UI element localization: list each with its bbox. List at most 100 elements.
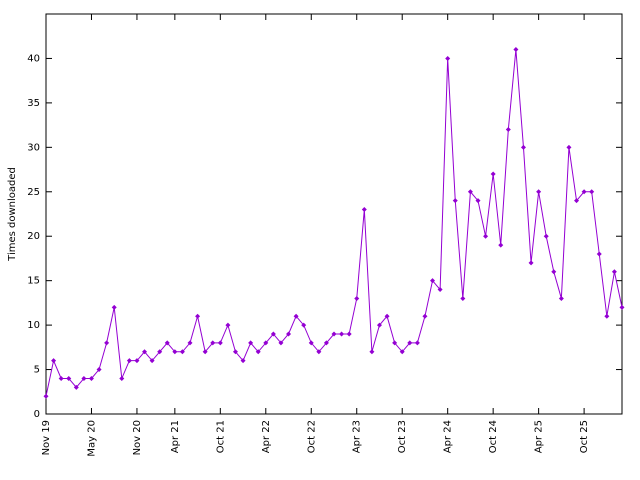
data-point: [316, 349, 322, 355]
data-point: [164, 340, 170, 346]
data-point: [566, 144, 572, 150]
data-point: [278, 340, 284, 346]
data-point: [187, 340, 193, 346]
data-point: [596, 251, 602, 257]
x-tick-label: Oct 24: [488, 420, 499, 453]
data-point: [414, 340, 420, 346]
data-point: [331, 331, 337, 337]
data-point: [528, 260, 534, 266]
x-tick-label: Nov 19: [41, 420, 52, 455]
y-tick-label: 30: [27, 142, 40, 153]
data-point: [270, 331, 276, 337]
data-point: [308, 340, 314, 346]
data-point: [240, 358, 246, 364]
data-point: [574, 198, 580, 204]
data-point: [490, 171, 496, 177]
data-point: [248, 340, 254, 346]
data-point: [301, 322, 307, 328]
data-point: [119, 375, 125, 381]
data-point: [498, 242, 504, 248]
data-point: [513, 47, 519, 53]
data-point: [232, 349, 238, 355]
x-tick-label: Oct 21: [215, 420, 226, 453]
data-point: [611, 269, 617, 275]
data-point: [437, 287, 443, 293]
data-point: [505, 127, 511, 133]
data-point: [399, 349, 405, 355]
data-point: [58, 375, 64, 381]
y-tick-label: 25: [27, 187, 40, 198]
data-point: [293, 313, 299, 319]
data-point: [392, 340, 398, 346]
data-point: [66, 375, 72, 381]
data-point: [346, 331, 352, 337]
x-tick-label: Nov 20: [132, 420, 143, 455]
data-point: [195, 313, 201, 319]
data-point: [445, 55, 451, 61]
data-point: [111, 304, 117, 310]
data-point: [354, 295, 360, 301]
x-tick-label: Oct 23: [397, 420, 408, 453]
data-point: [467, 189, 473, 195]
data-point: [104, 340, 110, 346]
data-point: [422, 313, 428, 319]
data-point: [126, 358, 132, 364]
data-point: [255, 349, 261, 355]
data-point: [179, 349, 185, 355]
data-point: [88, 375, 94, 381]
y-axis-label: Times downloaded: [7, 167, 18, 262]
data-point: [536, 189, 542, 195]
data-point: [376, 322, 382, 328]
plot-frame: [45, 13, 623, 415]
x-tick-label: Apr 24: [443, 420, 454, 453]
data-point: [263, 340, 269, 346]
data-point: [369, 349, 375, 355]
data-point: [225, 322, 231, 328]
data-point: [452, 198, 458, 204]
x-tick-label: Apr 21: [170, 420, 181, 453]
data-point: [286, 331, 292, 337]
data-point: [619, 304, 625, 310]
data-point: [149, 358, 155, 364]
x-tick-label: Apr 25: [534, 420, 545, 453]
data-point: [172, 349, 178, 355]
data-point: [202, 349, 208, 355]
data-point: [73, 384, 79, 390]
data-point: [51, 358, 57, 364]
y-tick-label: 35: [27, 98, 40, 109]
y-tick-label: 5: [34, 365, 40, 376]
data-point: [558, 295, 564, 301]
data-point: [361, 207, 367, 213]
data-point: [475, 198, 481, 204]
data-point: [210, 340, 216, 346]
data-point: [217, 340, 223, 346]
data-point: [551, 269, 557, 275]
data-point: [589, 189, 595, 195]
data-line: [45, 49, 623, 397]
y-tick-label: 40: [27, 53, 40, 64]
y-tick-label: 0: [34, 409, 40, 420]
data-point: [339, 331, 345, 337]
x-tick-label: May 20: [86, 420, 97, 457]
data-point: [134, 358, 140, 364]
data-point: [460, 295, 466, 301]
data-point: [323, 340, 329, 346]
data-point: [96, 367, 102, 373]
data-point: [430, 278, 436, 284]
data-point: [581, 189, 587, 195]
data-point: [81, 375, 87, 381]
x-tick-label: Oct 25: [579, 420, 590, 453]
data-point: [43, 393, 49, 399]
x-tick-label: Apr 22: [261, 420, 272, 453]
data-point: [483, 233, 489, 239]
x-tick-label: Apr 23: [352, 420, 363, 453]
data-point: [142, 349, 148, 355]
y-tick-label: 10: [27, 320, 40, 331]
data-point: [157, 349, 163, 355]
y-tick-label: 20: [27, 231, 40, 242]
data-point: [520, 144, 526, 150]
x-tick-label: Oct 22: [306, 420, 317, 453]
data-point: [543, 233, 549, 239]
